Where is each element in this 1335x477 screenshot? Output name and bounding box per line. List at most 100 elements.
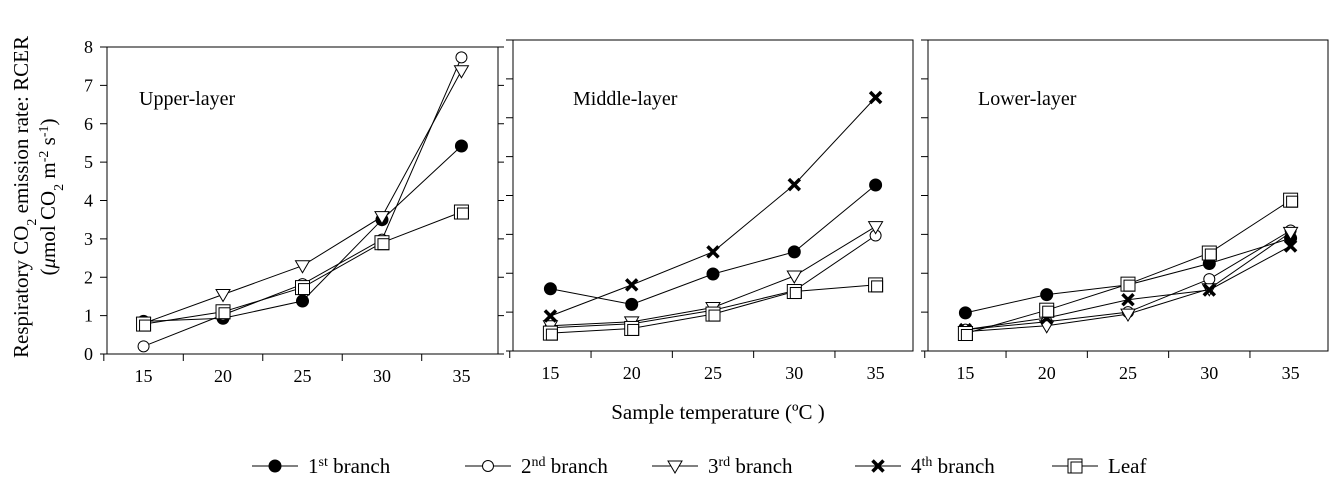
- data-point-series-5: [374, 235, 390, 251]
- x-tick-label: 35: [1282, 363, 1300, 383]
- legend-label: 1st branch: [308, 454, 391, 477]
- data-point-series-5: [453, 204, 469, 220]
- data-point-series-3: [294, 260, 311, 274]
- y-tick-label: 0: [84, 344, 93, 364]
- series-line-4: [550, 97, 876, 317]
- legend-item-3: 3rd branch: [652, 454, 793, 477]
- data-point-series-1: [706, 267, 720, 281]
- y-tick-label: 8: [84, 37, 93, 57]
- data-point-series-5: [1201, 245, 1217, 261]
- data-point-series-3: [215, 289, 231, 303]
- series-line-1: [550, 184, 876, 305]
- x-tick-label: 25: [704, 363, 722, 383]
- data-point-series-1: [625, 297, 639, 311]
- data-point-series-4: [868, 90, 883, 105]
- x-tick-label: 25: [294, 366, 312, 386]
- panel-title: Middle-layer: [573, 88, 678, 110]
- data-point-series-3: [374, 211, 390, 225]
- ylabel-line2-e: ): [36, 118, 60, 125]
- data-point-series-1: [958, 306, 972, 320]
- x-tick-label: 35: [867, 363, 885, 383]
- x-tick-label: 20: [1038, 363, 1056, 383]
- data-point-series-1: [1040, 288, 1054, 302]
- panel-1: 0 1 2 3 4 5 6 7 8 15 20 25 30 35 Upper-layer: [84, 37, 504, 386]
- legend-item-4: 4th branch: [855, 454, 995, 477]
- legend-marker: [268, 459, 282, 473]
- data-point-series-5: [1039, 302, 1055, 318]
- panel-frame: [927, 39, 1329, 352]
- data-point-series-1: [543, 282, 557, 296]
- panels: 0 1 2 3 4 5 6 7 8 15 20 25 30 35 Upper-layer 15 20 25 30 35…: [84, 37, 1329, 386]
- ylabel-line2-d: s: [36, 137, 60, 150]
- ylabel-line2-sup1: -2: [37, 151, 52, 163]
- legend: 1st branch 2nd branch 3rd branch 4th branch…: [252, 454, 1146, 477]
- y-tick-label: 4: [84, 191, 93, 211]
- x-tick-label: 15: [135, 366, 153, 386]
- data-point-series-4: [1121, 292, 1135, 307]
- y-tick-label: 2: [84, 267, 93, 287]
- data-point-series-5: [215, 304, 231, 320]
- ylabel-line2-c: m: [36, 162, 60, 184]
- data-point-series-4: [787, 177, 802, 192]
- y-tick-label: 5: [84, 152, 93, 172]
- legend-marker: [871, 459, 885, 473]
- panel-3: 15 20 25 30 35 Lower-layer: [921, 39, 1329, 383]
- data-point-series-1: [454, 139, 468, 153]
- data-point-series-2: [137, 340, 150, 353]
- svg-text:(μmol CO2 m-2 s-1): (μmol CO2 m-2 s-1): [36, 118, 67, 275]
- panel-title: Lower-layer: [978, 88, 1077, 110]
- data-point-series-3: [867, 221, 884, 235]
- x-tick-label: 25: [1119, 363, 1137, 383]
- x-tick-label: 30: [1200, 363, 1218, 383]
- data-point-series-4: [706, 245, 720, 259]
- data-point-series-5: [1283, 192, 1299, 208]
- ylabel-line2-b: mol CO: [36, 191, 60, 258]
- legend-item-5: Leaf: [1052, 454, 1146, 477]
- data-point-series-2: [455, 51, 468, 64]
- data-point-series-2: [1203, 273, 1216, 286]
- data-point-series-4: [543, 309, 558, 323]
- x-tick-label: 30: [373, 366, 391, 386]
- data-point-series-5: [786, 284, 802, 300]
- y-tick-label: 3: [84, 229, 93, 249]
- data-point-series-1: [869, 178, 883, 192]
- legend-label: Leaf: [1108, 454, 1146, 477]
- panel-2: 15 20 25 30 35 Middle-layer: [506, 39, 914, 383]
- y-tick-label: 1: [84, 306, 93, 326]
- data-point-series-3: [786, 270, 803, 284]
- x-tick-label: 20: [214, 366, 232, 386]
- legend-marker: [482, 460, 494, 472]
- y-tick-label: 7: [84, 75, 93, 95]
- data-point-series-4: [1283, 239, 1298, 253]
- ylabel-line1-pre: Respiratory CO: [9, 226, 33, 358]
- y-axis-title: Respiratory CO2 emission rate: RCER (μmo…: [9, 36, 67, 358]
- data-point-series-5: [295, 280, 310, 296]
- data-point-series-5: [624, 320, 640, 336]
- ylabel-line2-sup2: -1: [37, 125, 52, 137]
- x-tick-label: 35: [452, 366, 470, 386]
- data-point-series-5: [136, 316, 152, 332]
- data-point-series-5: [957, 326, 973, 342]
- data-point-series-1: [296, 294, 309, 308]
- legend-label: 3rd branch: [708, 454, 793, 477]
- x-tick-label: 30: [785, 363, 803, 383]
- data-point-series-4: [624, 278, 639, 292]
- y-tick-label: 6: [84, 114, 93, 134]
- data-point-series-5: [542, 325, 558, 341]
- data-point-series-1: [787, 245, 801, 259]
- ylabel-line1-sub: 2: [25, 219, 40, 226]
- svg-text:Respiratory CO2 emission rate:: Respiratory CO2 emission rate: RCER: [9, 36, 40, 358]
- panel-title: Upper-layer: [139, 88, 236, 110]
- legend-label: 2nd branch: [521, 454, 608, 477]
- ylabel-line2-sub: 2: [52, 184, 67, 191]
- data-point-series-5: [705, 306, 721, 322]
- data-point-series-5: [868, 277, 884, 293]
- data-point-series-3: [1282, 226, 1299, 241]
- ylabel-line1-post: emission rate: RCER: [9, 36, 33, 219]
- x-axis-title: Sample temperature (ºC ): [611, 400, 825, 424]
- legend-marker: [667, 460, 683, 474]
- data-point-series-3: [1120, 308, 1136, 323]
- ylabel-line2-mu: μ: [36, 258, 60, 270]
- legend-item-2: 2nd branch: [465, 454, 608, 477]
